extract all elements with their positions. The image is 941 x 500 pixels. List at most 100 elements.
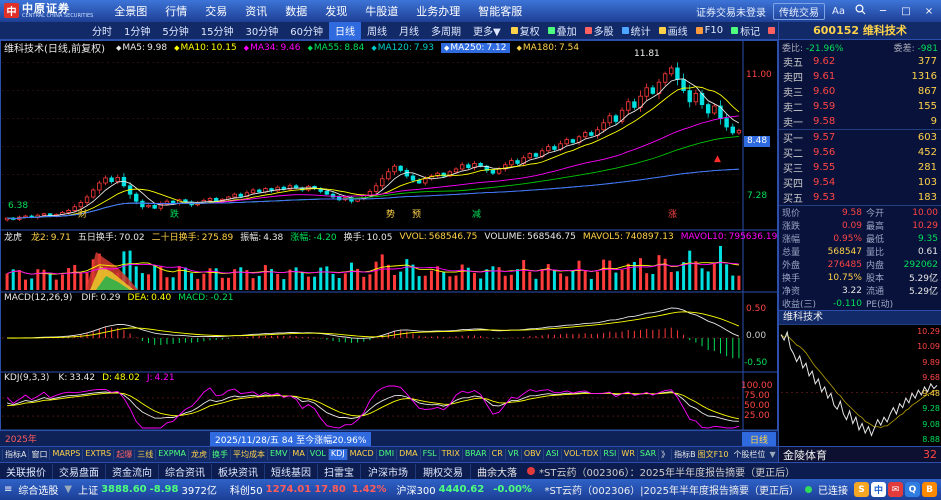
info-tab[interactable]: 短线基因 xyxy=(265,463,318,479)
indicator-tab[interactable]: 指标B xyxy=(671,449,698,460)
login-status[interactable]: 证券交易未登录 xyxy=(696,7,767,19)
bid-row[interactable]: 买二 9.56 452 xyxy=(783,147,937,160)
bid-row[interactable]: 买一 9.57 603 xyxy=(783,132,937,145)
timeframe-tab[interactable]: 15分钟 xyxy=(200,27,234,38)
panel-layout-button[interactable]: 个股栏位 xyxy=(733,450,766,459)
close-button[interactable]: × xyxy=(924,5,934,17)
timeframe-tab[interactable]: 更多▼ xyxy=(472,27,501,38)
indicator-tab[interactable]: 换手 xyxy=(208,449,230,460)
ask-row[interactable]: 卖五 9.62 377 xyxy=(783,56,937,69)
main-chart-svg[interactable] xyxy=(0,40,778,446)
toolbar-button[interactable]: F10 xyxy=(692,25,727,36)
chart-area[interactable]: 维科技术(日线,前复权) ◆MA5: 9.98 ◆MA10: 10.15 ◆MA34… xyxy=(0,40,778,447)
menu-item[interactable]: 发现 xyxy=(325,5,348,18)
info-tab[interactable]: 交易盘面 xyxy=(53,463,106,479)
menu-item[interactable]: 交易 xyxy=(205,5,228,18)
index-quote[interactable]: 上证 3888.60 -8.98 3972亿 xyxy=(78,484,217,497)
indicator-tab[interactable]: MARPS xyxy=(49,449,82,460)
menu-item[interactable]: 牛股道 xyxy=(365,5,399,18)
timeframe-tab[interactable]: 5分钟 xyxy=(162,27,189,38)
mini-chart[interactable]: 10.29 10.09 9.89 9.68 9.48 9.28 9.08 8.88 xyxy=(779,324,941,446)
brand[interactable]: 中 中原证券 CENTRAL CHINA SECURITIES xyxy=(4,3,93,20)
app-shortcut-icon[interactable]: 中 xyxy=(871,482,886,497)
ask-row[interactable]: 卖一 9.58 9 xyxy=(783,116,937,129)
indicator-tab[interactable]: RSI xyxy=(600,449,618,460)
menu-item[interactable]: 数据 xyxy=(285,5,308,18)
indicator-tab[interactable]: MACD xyxy=(346,449,376,460)
app-shortcut-icon[interactable]: Q xyxy=(905,482,920,497)
panel-layout-button[interactable]: 图文F10 xyxy=(697,450,729,459)
ask-row[interactable]: 卖二 9.59 155 xyxy=(783,101,937,114)
news-ticker[interactable]: *ST云药（002306）|2025年半年度报告摘要（更正后） xyxy=(544,486,799,497)
app-shortcut-icon[interactable]: B xyxy=(922,482,937,497)
indicator-tab[interactable]: KDJ xyxy=(327,449,347,460)
stock-header[interactable]: 600152 维科技术 xyxy=(779,22,941,40)
font-size-toggle[interactable]: Aa xyxy=(832,5,845,17)
info-tab[interactable]: 资金流向 xyxy=(106,463,159,479)
menu-item[interactable]: 行情 xyxy=(165,5,188,18)
indicator-tab[interactable]: VR xyxy=(504,449,521,460)
indicator-tab[interactable]: VOL-TDX xyxy=(560,449,601,460)
indicator-tab[interactable]: TRIX xyxy=(438,449,462,460)
date-axis[interactable]: 2025年 2025/11/28/五 84 至今涨幅20.96% 日线 xyxy=(0,430,778,447)
ask-row[interactable]: 卖四 9.61 1316 xyxy=(783,71,937,84)
index-quote[interactable]: 沪深300 4440.62 -0.00% xyxy=(396,484,533,497)
info-tab[interactable]: 综合资讯 xyxy=(159,463,212,479)
indicator-tab[interactable]: DMA xyxy=(396,449,420,460)
indicator-tab[interactable]: SAR xyxy=(636,449,658,460)
indicator-tab[interactable]: OBV xyxy=(520,449,543,460)
market-tab[interactable]: 期权交易 xyxy=(416,463,471,479)
indicator-tab[interactable]: 指标A xyxy=(2,449,28,460)
minimize-button[interactable]: ─ xyxy=(879,5,887,17)
indicator-tab[interactable]: 三线 xyxy=(134,449,155,460)
news-ticker[interactable]: *ST云药（002306）：2025年半年度报告摘要（更正后） xyxy=(539,467,796,479)
stock-picker-button[interactable]: 综合选股 xyxy=(18,486,59,497)
indicator-tab[interactable]: EXPMA xyxy=(155,449,188,460)
market-tab[interactable]: 沪深市场 xyxy=(361,463,416,479)
mini-chart-title[interactable]: 维科技术 xyxy=(779,310,941,324)
timeframe-tab[interactable]: 月线 xyxy=(398,27,419,38)
indicator-tab[interactable]: 平均成本 xyxy=(229,449,267,460)
chevron-down-icon[interactable]: ▼ xyxy=(769,450,776,459)
menu-item[interactable]: 全景图 xyxy=(114,5,148,18)
menu-item[interactable]: 资讯 xyxy=(245,5,268,18)
timeframe-tab[interactable]: 1分钟 xyxy=(124,27,151,38)
timeframe-tab[interactable]: 日线 xyxy=(328,21,361,40)
indicator-tab[interactable]: VOL xyxy=(306,449,328,460)
app-shortcut-icon[interactable]: S xyxy=(854,482,869,497)
period-badge[interactable]: 日线 xyxy=(741,432,776,447)
toolbar-button[interactable]: 标记 xyxy=(727,23,764,38)
indicator-tab[interactable]: MA xyxy=(289,449,306,460)
trade-mode-button[interactable]: 传统交易 xyxy=(773,2,826,20)
timeframe-tab[interactable]: 30分钟 xyxy=(245,27,279,38)
timeframe-tab[interactable]: 多周期 xyxy=(430,27,461,38)
indicator-tab[interactable]: 》 xyxy=(658,449,671,460)
indicator-tab[interactable]: ASI xyxy=(542,449,561,460)
toolbar-button[interactable]: 统计 xyxy=(618,23,655,38)
timeframe-tab[interactable]: 周线 xyxy=(366,27,387,38)
toolbar-button[interactable]: 叠加 xyxy=(544,23,581,38)
indicator-tab[interactable]: CR xyxy=(488,449,505,460)
bid-row[interactable]: 买四 9.54 103 xyxy=(783,177,937,190)
indicator-tab[interactable]: FSL xyxy=(419,449,439,460)
bid-row[interactable]: 买五 9.53 183 xyxy=(783,192,937,205)
indicator-tab[interactable]: 起爆 xyxy=(113,449,134,460)
indicator-tab[interactable]: 龙虎 xyxy=(187,449,209,460)
related-stock-ticker[interactable]: 金陵体育 32 xyxy=(779,446,941,462)
index-quote[interactable]: 科创50 1274.01 17.80 1.42% xyxy=(229,484,387,497)
indicator-tab[interactable]: BRAR xyxy=(461,449,489,460)
info-tab[interactable]: 扫雷宝 xyxy=(318,463,361,479)
menu-item[interactable]: 业务办理 xyxy=(416,5,461,18)
maximize-button[interactable]: □ xyxy=(901,5,911,17)
indicator-tab[interactable]: EXTRS xyxy=(82,449,113,460)
menu-item[interactable]: 智能客服 xyxy=(478,5,523,18)
toolbar-button[interactable]: 多股 xyxy=(581,23,618,38)
timeframe-tab[interactable]: 60分钟 xyxy=(290,27,323,38)
info-tab[interactable]: 板块资讯 xyxy=(212,463,265,479)
toolbar-button[interactable]: 复权 xyxy=(507,23,544,38)
indicator-tab[interactable]: DMI xyxy=(375,449,396,460)
search-icon[interactable] xyxy=(852,4,868,18)
info-tab[interactable]: 关联报价 xyxy=(0,463,53,479)
indicator-tab[interactable]: WR xyxy=(618,449,636,460)
indicator-tab[interactable]: 窗口 xyxy=(28,449,49,460)
